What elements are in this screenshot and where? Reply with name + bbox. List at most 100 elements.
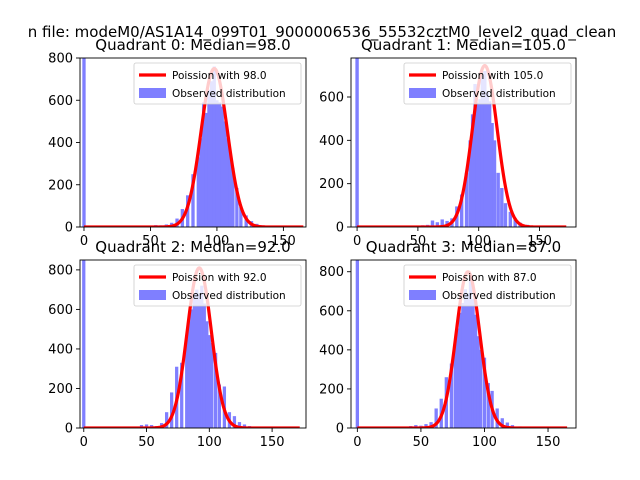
legend-box bbox=[133, 264, 302, 307]
y-tick-label: 400 bbox=[48, 136, 73, 151]
legend-hist-swatch bbox=[139, 88, 166, 98]
quadrant-1-axes-frame bbox=[350, 57, 577, 228]
histogram-bar bbox=[213, 352, 218, 428]
x-tick-label: 100 bbox=[472, 435, 497, 450]
y-tick-label: 600 bbox=[48, 303, 73, 318]
quadrant-1-plot-area bbox=[355, 58, 568, 227]
histogram-bar bbox=[505, 422, 510, 428]
y-tick-label: 0 bbox=[336, 221, 344, 236]
y-tick-label: 0 bbox=[65, 422, 73, 437]
histogram-bar bbox=[205, 321, 209, 428]
quadrant-3-title: Quadrant 3: Median=87.0 bbox=[366, 238, 561, 256]
y-tick-label: 400 bbox=[319, 343, 344, 358]
histogram-bar bbox=[449, 363, 454, 428]
histogram-bar bbox=[476, 336, 480, 428]
histogram-bar bbox=[180, 362, 184, 428]
histogram-bar bbox=[473, 314, 478, 428]
quadrant-0-title: Quadrant 0: Median=98.0 bbox=[95, 36, 290, 54]
y-tick-label: 800 bbox=[319, 265, 344, 280]
quadrant-2-panel: 0 50 100 150 0 200 400 600 800 Poission with 92.0… bbox=[48, 259, 307, 450]
histogram-bar bbox=[468, 140, 472, 227]
legend-hist-swatch bbox=[139, 290, 166, 300]
histogram-bar bbox=[490, 123, 494, 227]
histogram-bar bbox=[199, 138, 203, 227]
histogram-bar bbox=[424, 424, 428, 428]
histogram-bar bbox=[215, 100, 219, 227]
histogram-bar bbox=[239, 206, 243, 227]
y-tick-label: 600 bbox=[319, 304, 344, 319]
legend-box bbox=[403, 264, 572, 307]
x-tick-label: 150 bbox=[260, 435, 285, 450]
histogram-bar bbox=[228, 152, 232, 227]
histogram-bar bbox=[487, 101, 492, 227]
quadrant-2-title: Quadrant 2: Median=92.0 bbox=[95, 238, 290, 256]
legend-hist-label: Observed distribution bbox=[442, 88, 556, 100]
quadrant-1-legend: Poission with 105.0 Observed distribution bbox=[403, 62, 572, 105]
legend-hist-swatch bbox=[409, 88, 436, 98]
y-tick-label: 200 bbox=[319, 177, 344, 192]
histogram-bar bbox=[435, 222, 440, 227]
histogram-bar bbox=[197, 293, 201, 428]
x-tick-label: 50 bbox=[410, 234, 427, 249]
legend-hist-swatch bbox=[409, 290, 436, 300]
histogram-bar bbox=[187, 321, 191, 428]
histogram-bar bbox=[478, 99, 482, 227]
histogram-bar bbox=[475, 102, 480, 227]
histogram-bar bbox=[165, 412, 169, 428]
legend-hist-label: Observed distribution bbox=[172, 290, 286, 302]
histogram-bar bbox=[430, 220, 435, 227]
histogram-bar bbox=[463, 289, 468, 428]
histogram-bar bbox=[232, 416, 237, 428]
histogram-bar bbox=[201, 102, 206, 227]
histogram-bar bbox=[210, 343, 214, 428]
y-tick-label: 600 bbox=[319, 91, 344, 106]
histogram-bar bbox=[191, 174, 195, 227]
histogram-bar bbox=[82, 58, 86, 227]
figure-suptitle: n file: modeM0/AS1A14_099T01_9000006536_… bbox=[28, 23, 617, 42]
histogram-bar bbox=[464, 172, 469, 227]
histogram-bar bbox=[500, 188, 504, 227]
histogram-bar bbox=[217, 102, 222, 227]
x-tick-label: 0 bbox=[80, 234, 88, 249]
histogram-bar bbox=[486, 383, 490, 428]
histogram-bar bbox=[508, 211, 513, 227]
quadrant-0-panel: 0 50 100 150 0 200 400 600 800 Poission with 98.0… bbox=[48, 52, 307, 249]
quadrant-1-panel: 0 50 100 150 0 200 400 600 Poission with 105.0 Ob… bbox=[319, 57, 577, 249]
x-tick-label: 50 bbox=[142, 234, 159, 249]
histogram-bar bbox=[190, 309, 194, 428]
histogram-bar bbox=[195, 289, 199, 428]
y-tick-label: 0 bbox=[336, 422, 344, 437]
histogram-bar bbox=[200, 285, 204, 428]
quadrant-0-legend: Poission with 98.0 Observed distribution bbox=[133, 62, 302, 105]
x-tick-label: 150 bbox=[536, 435, 561, 450]
histogram-bar bbox=[355, 58, 359, 227]
y-tick-label: 200 bbox=[48, 382, 73, 397]
histogram-bar bbox=[355, 260, 360, 428]
histogram-bar bbox=[453, 344, 457, 428]
x-tick-label: 150 bbox=[527, 234, 552, 249]
legend-hist-label: Observed distribution bbox=[172, 88, 286, 100]
histogram-bar bbox=[170, 392, 174, 428]
legend-box bbox=[133, 62, 302, 105]
y-tick-label: 200 bbox=[48, 178, 73, 193]
y-tick-label: 600 bbox=[48, 94, 73, 109]
x-tick-label: 100 bbox=[197, 435, 222, 450]
histogram-bar bbox=[223, 121, 227, 227]
histogram-bar bbox=[225, 138, 230, 227]
histogram-bar bbox=[468, 275, 473, 428]
histogram-bar bbox=[209, 81, 214, 227]
y-tick-label: 400 bbox=[319, 134, 344, 149]
histogram-bar bbox=[461, 302, 465, 428]
histogram-bar bbox=[220, 106, 224, 227]
y-tick-label: 800 bbox=[48, 263, 73, 278]
y-tick-label: 400 bbox=[48, 342, 73, 357]
histogram-bar bbox=[479, 349, 483, 428]
quadrant-3-axes-frame bbox=[350, 259, 577, 429]
legend-fit-label: Poission with 87.0 bbox=[442, 272, 537, 284]
legend-hist-label: Observed distribution bbox=[442, 290, 556, 302]
histogram-bar bbox=[207, 89, 211, 227]
histogram-bar bbox=[440, 219, 444, 227]
legend-box bbox=[403, 62, 572, 105]
histogram-bar bbox=[513, 218, 517, 227]
